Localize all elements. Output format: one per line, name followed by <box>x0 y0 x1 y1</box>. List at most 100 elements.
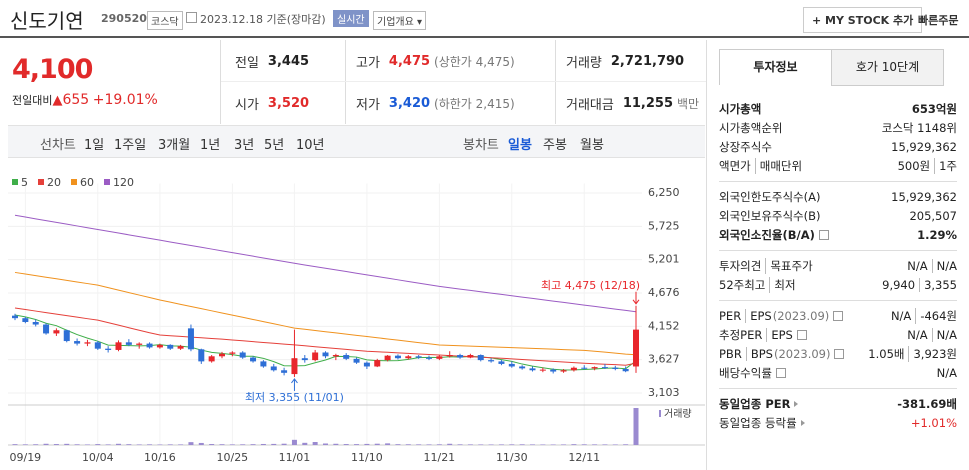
candle-body <box>343 355 350 359</box>
info-label: 배당수익률 <box>719 365 786 381</box>
overview-label: 기업개요 <box>377 17 414 28</box>
current-price: 4,100 <box>12 54 93 85</box>
period-tab[interactable]: 5년 <box>264 138 285 153</box>
label-part: PBR <box>719 346 742 361</box>
legend-label: 5 <box>21 176 28 189</box>
mystock-button[interactable]: + MY STOCK 추가 <box>803 7 923 33</box>
volume-bar <box>291 439 297 445</box>
volume-bar <box>457 444 463 445</box>
info-row: 상장주식수 15,929,362 <box>719 137 957 156</box>
stat-note: (상한가 4,475) <box>434 54 515 69</box>
candle-chart-label: 봉차트 <box>463 138 499 153</box>
stat-label: 시가 <box>235 97 259 113</box>
candle-body <box>436 356 443 359</box>
candle-body <box>405 356 412 359</box>
stat-label: 거래대금 <box>566 97 614 113</box>
quote-stats: 전일 3,445 고가 4,475 (상한가 4,475) 거래량 2,721,790 시가 3… <box>220 40 706 124</box>
value-part: 9,940 <box>882 277 916 292</box>
info-group: 투자의견 목표주가 N/A N/A 52주최고 최저 9,940 3,355 <box>719 250 957 300</box>
x-tick-label: 09/19 <box>9 451 41 464</box>
info-row: PER EPS (2023.09) N/A -464원 <box>719 306 957 325</box>
volume-bar <box>116 443 121 445</box>
info-icon[interactable] <box>818 229 829 240</box>
stat-cell: 거래대금 11,255 백만 <box>555 82 716 124</box>
change-label: 전일대비 <box>12 94 53 107</box>
info-label: 액면가 매매단위 <box>719 157 802 174</box>
value-part: N/A <box>890 308 912 323</box>
realtime-badge[interactable]: 실시간 <box>333 10 369 27</box>
label-part: 배당수익률 <box>719 365 772 380</box>
candle-body <box>612 367 619 370</box>
link-arrow[interactable] <box>800 419 805 426</box>
price-block: 4,100 전일대비▲655 +19.01% <box>10 40 215 124</box>
candle-body <box>136 343 143 345</box>
side-tab[interactable]: 호가 10단계 <box>831 49 944 86</box>
period-tab[interactable]: 일봉 <box>508 138 532 153</box>
period-tab[interactable]: 1년 <box>200 138 221 153</box>
volume-bar <box>333 443 339 445</box>
info-row: 시가총액순위 코스닥 1148위 <box>719 118 957 137</box>
value-part: 15,929,362 <box>891 189 957 204</box>
candle-body <box>53 330 60 334</box>
moving-average-line <box>14 314 637 371</box>
y-tick-label: 5,201 <box>648 253 680 266</box>
side-tab[interactable]: 투자정보 <box>719 49 832 85</box>
label-part: 외국인보유주식수(B) <box>719 208 821 223</box>
label-part: 52주최고 <box>719 277 766 292</box>
volume-bar <box>271 443 277 445</box>
period-tab[interactable]: 10년 <box>296 138 325 153</box>
info-icon[interactable] <box>833 310 844 321</box>
volume-bar <box>323 443 328 445</box>
legend-swatch <box>38 179 44 185</box>
period-tab[interactable]: 1일 <box>84 138 105 153</box>
quick-order[interactable]: 빠른주문 <box>918 14 959 27</box>
candle-body <box>187 328 194 350</box>
volume-bar <box>250 444 256 445</box>
candle-body <box>198 349 205 362</box>
info-value: 15,929,362 <box>891 140 957 154</box>
info-group: 시가총액 653억원 시가총액순위 코스닥 1148위 상장주식수 15,929,362 액… <box>719 94 957 181</box>
volume-bar <box>436 444 442 445</box>
y-tick-label: 4,152 <box>648 319 680 332</box>
label-part: 상장주식수 <box>719 139 772 154</box>
candle-body <box>32 321 39 325</box>
label-part: EPS <box>766 327 793 342</box>
period-tab[interactable]: 월봉 <box>580 138 604 153</box>
info-value: 653억원 <box>912 101 957 117</box>
candle-body <box>394 355 401 359</box>
candle-body <box>508 363 515 367</box>
period-tab[interactable]: 3년 <box>234 138 255 153</box>
candle-body <box>550 369 557 372</box>
candle-body <box>63 330 70 342</box>
candle-body <box>519 366 526 369</box>
info-value: +1.01% <box>911 416 957 430</box>
candle-body <box>581 367 588 369</box>
stat-label: 거래량 <box>566 55 602 71</box>
info-icon[interactable] <box>796 329 807 340</box>
volume-legend-swatch <box>659 410 661 417</box>
moving-average-line <box>14 307 637 366</box>
info-icon[interactable] <box>775 367 786 378</box>
line-chart-label: 선차트 <box>40 138 76 153</box>
volume-bar <box>612 444 618 445</box>
info-row: 배당수익률 N/A <box>719 363 957 382</box>
info-icon[interactable] <box>834 348 845 359</box>
volume-bar <box>426 444 432 445</box>
candle-body <box>374 360 381 367</box>
volume-bar <box>364 443 370 445</box>
period-tab[interactable]: 3개월 <box>158 138 191 153</box>
overview-button[interactable]: 기업개요 ▾ <box>373 11 427 30</box>
volume-bar <box>53 444 59 445</box>
stock-name: 신도기연 <box>10 9 84 33</box>
y-tick-label: 4,676 <box>648 286 680 299</box>
period-tab[interactable]: 1주일 <box>114 138 147 153</box>
info-label: 외국인보유주식수(B) <box>719 208 821 224</box>
candle-body <box>591 367 598 369</box>
period-tab[interactable]: 주봉 <box>543 138 567 153</box>
candle-body <box>74 341 81 344</box>
candle-body <box>301 358 308 361</box>
link-arrow[interactable] <box>794 400 799 407</box>
moving-average-line <box>14 214 637 313</box>
legend-label: 20 <box>47 176 61 189</box>
